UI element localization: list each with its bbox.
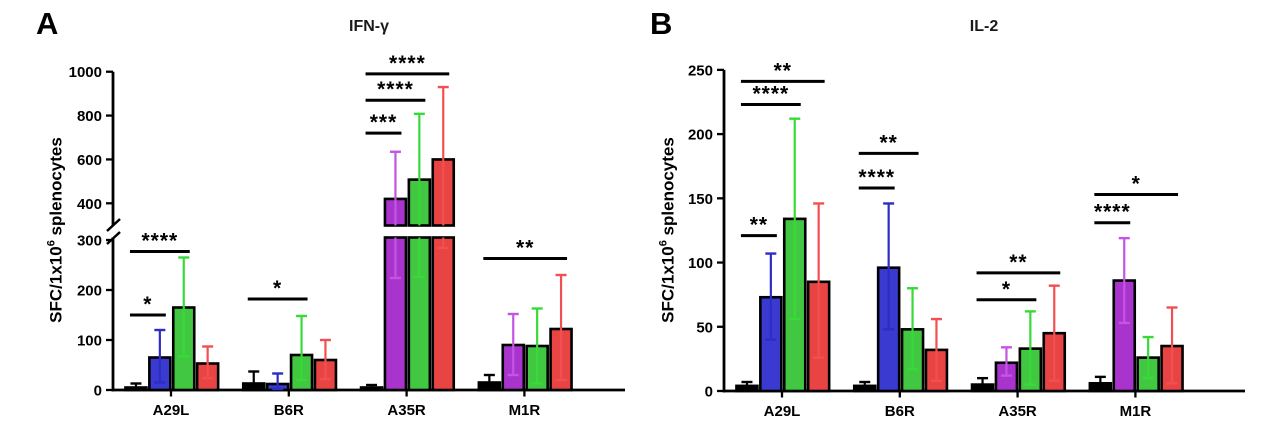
- y-tick-label: 100: [77, 333, 102, 350]
- y-tick-label: 250: [688, 62, 713, 79]
- y-tick-label: 200: [77, 283, 102, 300]
- significance-asterisks: **: [1009, 251, 1027, 274]
- x-category-label: M1R: [1120, 403, 1152, 420]
- axis-break-icon: [106, 218, 121, 232]
- x-category-label: A29L: [764, 403, 801, 420]
- significance-asterisks: ****: [377, 78, 414, 101]
- axis-break-icon: [106, 231, 121, 245]
- panel-a-letter: A: [36, 6, 59, 41]
- x-category-label: A29L: [153, 402, 190, 419]
- significance-asterisks: **: [750, 214, 768, 237]
- y-tick-label: 100: [688, 255, 713, 272]
- bar-A35R-red: [431, 236, 456, 392]
- y-tick-label: 150: [688, 191, 713, 208]
- significance-asterisks: **: [516, 237, 534, 260]
- y-tick-label: 200: [688, 127, 713, 144]
- y-tick-label: 0: [94, 383, 102, 400]
- significance-asterisks: ****: [752, 83, 789, 106]
- significance-asterisks: **: [774, 59, 792, 82]
- significance-asterisks: *: [273, 277, 282, 300]
- significance-asterisks: ***: [370, 111, 398, 134]
- significance-asterisks: ****: [389, 52, 426, 75]
- significance-asterisks: **: [879, 131, 897, 154]
- panel-b-title: IL-2: [969, 18, 999, 35]
- significance-asterisks: ****: [1094, 201, 1131, 224]
- significance-asterisks: *: [1002, 278, 1011, 301]
- significance-asterisks: *: [1132, 172, 1141, 195]
- y-tick-label: 600: [77, 152, 102, 169]
- y-tick-label: 50: [696, 319, 713, 336]
- significance-asterisks: ****: [858, 166, 895, 189]
- y-tick-label: 800: [77, 108, 102, 125]
- panel-a-title: IFN-γ: [349, 18, 389, 35]
- x-category-label: A35R: [998, 403, 1037, 420]
- x-category-label: A35R: [387, 402, 426, 419]
- significance-asterisks: *: [143, 293, 152, 316]
- y-tick-label: 300: [77, 233, 102, 250]
- panel-b-letter: B: [650, 6, 673, 41]
- y-tick-label: 0: [705, 384, 713, 401]
- x-category-label: B6R: [885, 403, 915, 420]
- y-tick-label: 1000: [69, 64, 102, 81]
- y-tick-label: 400: [77, 196, 102, 213]
- significance-asterisks: ****: [141, 230, 178, 253]
- x-category-label: B6R: [274, 402, 304, 419]
- x-category-label: M1R: [509, 402, 541, 419]
